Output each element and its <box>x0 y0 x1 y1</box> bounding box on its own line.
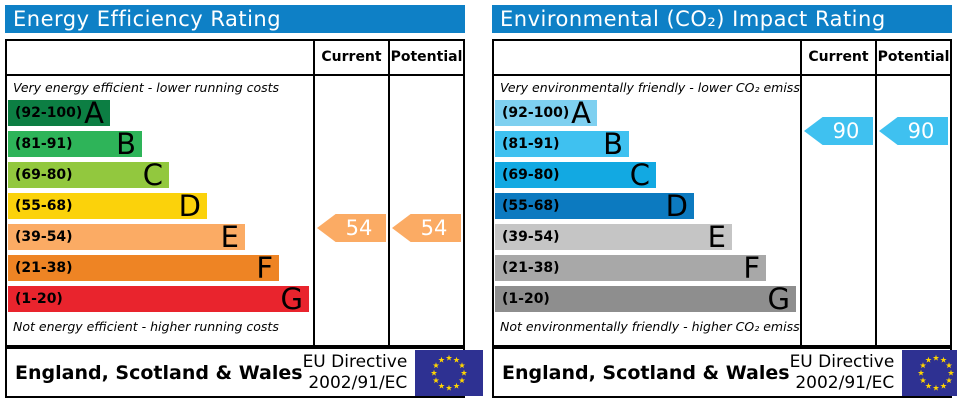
band-letter: A <box>571 96 591 130</box>
band-letter: A <box>84 96 104 130</box>
potential-column-header: Potential <box>388 41 463 74</box>
band-b: (81-91) B <box>8 127 142 161</box>
table-body-row: Very energy efficient - lower running co… <box>7 76 463 345</box>
region-label: England, Scotland & Wales <box>15 361 303 384</box>
band-range-label: (81-91) <box>502 136 560 152</box>
panel-title: Environmental (CO₂) Impact Rating <box>492 5 952 33</box>
table-header-row: Current Potential <box>494 41 950 76</box>
band-range-label: (55-68) <box>502 198 560 214</box>
band-range-label: (39-54) <box>502 229 560 245</box>
band-letter: F <box>256 251 273 285</box>
band-letter: E <box>707 220 726 254</box>
eu-directive-label: EU Directive 2002/91/EC <box>790 352 895 392</box>
table-header-row: Current Potential <box>7 41 463 76</box>
eu-flag-icon <box>902 350 957 396</box>
band-g: (1-20) G <box>8 282 309 316</box>
band-letter: B <box>116 127 136 161</box>
band-letter: B <box>603 127 623 161</box>
band-c: (69-80) C <box>495 158 656 192</box>
current-rating-arrow: 90 <box>804 117 873 145</box>
band-range-label: (1-20) <box>15 291 63 307</box>
band-letter: F <box>743 251 760 285</box>
top-caption: Very environmentally friendly - lower CO… <box>500 80 800 95</box>
eu-directive-line1: EU Directive <box>302 352 408 373</box>
band-e: (39-54) E <box>495 220 732 254</box>
band-range-label: (1-20) <box>502 291 550 307</box>
rating-table: Current Potential Very environmentally f… <box>492 39 952 347</box>
band-range-label: (55-68) <box>15 198 73 214</box>
region-label: England, Scotland & Wales <box>502 361 790 384</box>
band-g: (1-20) G <box>495 282 796 316</box>
eu-directive-line2: 2002/91/EC <box>308 372 408 393</box>
eu-flag-icon <box>415 350 483 396</box>
top-caption: Very energy efficient - lower running co… <box>13 80 280 95</box>
rating-scale: Very environmentally friendly - lower CO… <box>494 76 800 345</box>
band-range-label: (21-38) <box>502 260 560 276</box>
band-range-label: (69-80) <box>15 167 73 183</box>
panel-footer: England, Scotland & Wales EU Directive 2… <box>5 346 465 398</box>
band-letter: C <box>629 158 650 192</box>
potential-rating-value: 54 <box>420 216 448 240</box>
band-d: (55-68) D <box>495 189 694 223</box>
band-range-label: (81-91) <box>15 136 73 152</box>
current-rating-value: 54 <box>345 216 373 240</box>
band-letter: D <box>178 189 201 223</box>
band-letter: D <box>665 189 688 223</box>
bottom-caption: Not environmentally friendly - higher CO… <box>500 319 800 334</box>
rating-scale: Very energy efficient - lower running co… <box>7 76 313 345</box>
band-range-label: (92-100) <box>15 105 83 121</box>
band-range-label: (92-100) <box>502 105 570 121</box>
current-rating-value: 90 <box>832 119 860 143</box>
potential-rating-value: 90 <box>907 119 935 143</box>
band-b: (81-91) B <box>495 127 629 161</box>
eu-directive-line2: 2002/91/EC <box>795 372 895 393</box>
energy-efficiency-rating-panel: Energy Efficiency Rating Current Potenti… <box>5 5 465 399</box>
band-c: (69-80) C <box>8 158 169 192</box>
band-f: (21-38) F <box>495 251 766 285</box>
band-f: (21-38) F <box>8 251 279 285</box>
band-letter: C <box>142 158 163 192</box>
environmental-co2-impact-rating-panel: Environmental (CO₂) Impact Rating Curren… <box>492 5 952 399</box>
potential-rating-arrow: 54 <box>392 214 461 242</box>
potential-rating-arrow: 90 <box>879 117 948 145</box>
potential-value-cell: 90 <box>875 76 950 345</box>
band-letter: E <box>220 220 239 254</box>
current-value-cell: 90 <box>800 76 875 345</box>
band-range-label: (21-38) <box>15 260 73 276</box>
potential-value-cell: 54 <box>388 76 463 345</box>
band-range-label: (69-80) <box>502 167 560 183</box>
table-body-row: Very environmentally friendly - lower CO… <box>494 76 950 345</box>
band-a: (92-100) A <box>495 96 597 130</box>
band-letter: G <box>280 282 303 316</box>
panel-footer: England, Scotland & Wales EU Directive 2… <box>492 346 952 398</box>
eu-directive-label: EU Directive 2002/91/EC <box>303 352 408 392</box>
band-letter: G <box>767 282 790 316</box>
band-range-label: (39-54) <box>15 229 73 245</box>
current-rating-arrow: 54 <box>317 214 386 242</box>
rating-table: Current Potential Very energy efficient … <box>5 39 465 347</box>
panel-title: Energy Efficiency Rating <box>5 5 465 33</box>
current-column-header: Current <box>313 41 388 74</box>
band-a: (92-100) A <box>8 96 110 130</box>
potential-column-header: Potential <box>875 41 950 74</box>
current-value-cell: 54 <box>313 76 388 345</box>
corner-cell <box>7 41 313 74</box>
band-e: (39-54) E <box>8 220 245 254</box>
band-d: (55-68) D <box>8 189 207 223</box>
current-column-header: Current <box>800 41 875 74</box>
bottom-caption: Not energy efficient - higher running co… <box>13 319 279 334</box>
corner-cell <box>494 41 800 74</box>
eu-directive-line1: EU Directive <box>789 352 895 373</box>
